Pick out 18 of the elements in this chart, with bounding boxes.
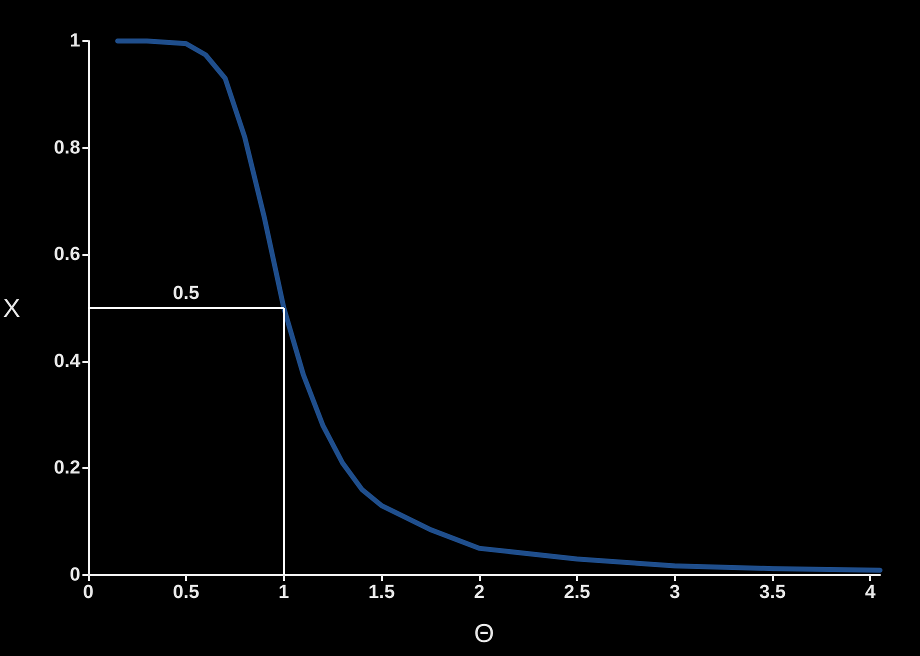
x-tick-label: 1.5 — [368, 582, 396, 603]
y-tick-label: 0.4 — [54, 350, 81, 372]
x-tick-label: 3 — [669, 582, 680, 603]
x-tick-label: 1 — [278, 582, 290, 603]
x-tick-label: 0 — [83, 582, 94, 603]
ref-line-label: 0.5 — [172, 283, 200, 304]
x-tick-label: 2.5 — [564, 582, 591, 603]
x-tick-label: 2 — [474, 582, 485, 603]
x-tick-label: 0.5 — [172, 582, 200, 603]
y-tick-label: 0 — [70, 564, 80, 586]
y-tick-label: 0.2 — [54, 458, 80, 479]
x-tick-label: 3.5 — [759, 582, 786, 603]
y-tick-label: 0.8 — [54, 137, 80, 158]
x-axis-title: Θ — [474, 618, 494, 648]
y-axis-title: X — [3, 293, 20, 323]
y-tick-label: 1 — [70, 30, 81, 52]
x-tick-label: 4 — [864, 582, 876, 603]
y-tick-label: 0.6 — [54, 244, 80, 266]
